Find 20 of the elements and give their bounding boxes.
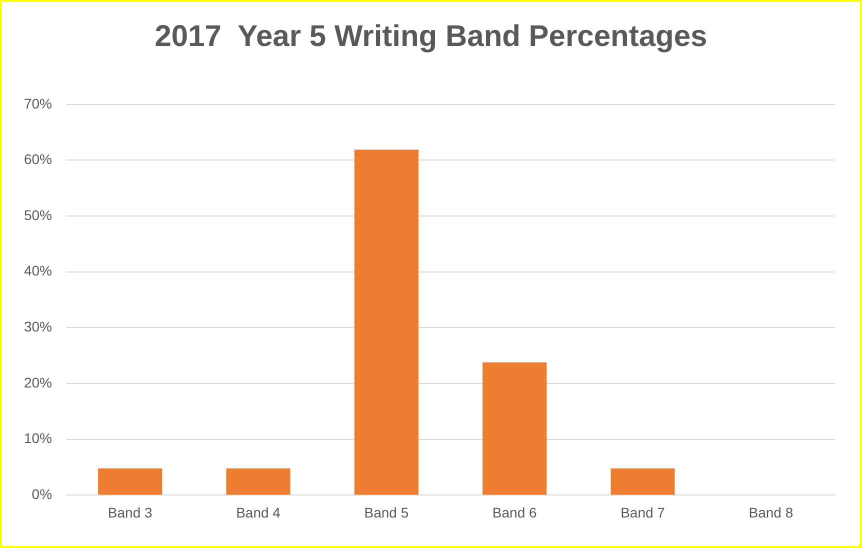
x-tick-label: Band 3 <box>108 504 152 520</box>
y-tick-label: 40% <box>24 262 52 279</box>
y-tick-label: 0% <box>32 486 52 502</box>
bar <box>354 150 418 495</box>
x-tick-label: Band 8 <box>748 504 794 520</box>
y-tick-label: 10% <box>24 430 52 446</box>
y-tick-label: 20% <box>24 374 52 390</box>
y-tick-label: 70% <box>24 95 52 112</box>
chart-title: 2017 Year 5 Writing Band Percentages <box>154 20 708 54</box>
y-tick-label: 30% <box>24 318 52 335</box>
x-tick-label: Band 6 <box>492 504 537 520</box>
bar <box>482 362 547 495</box>
bar <box>98 468 162 495</box>
bar <box>226 468 290 495</box>
x-tick-label: Band 7 <box>620 504 666 520</box>
x-tick-label: Band 5 <box>364 504 409 520</box>
y-tick-label: 60% <box>24 151 52 168</box>
x-tick-label: Band 4 <box>236 504 281 520</box>
bar <box>610 468 675 495</box>
y-tick-label: 50% <box>24 206 52 223</box>
